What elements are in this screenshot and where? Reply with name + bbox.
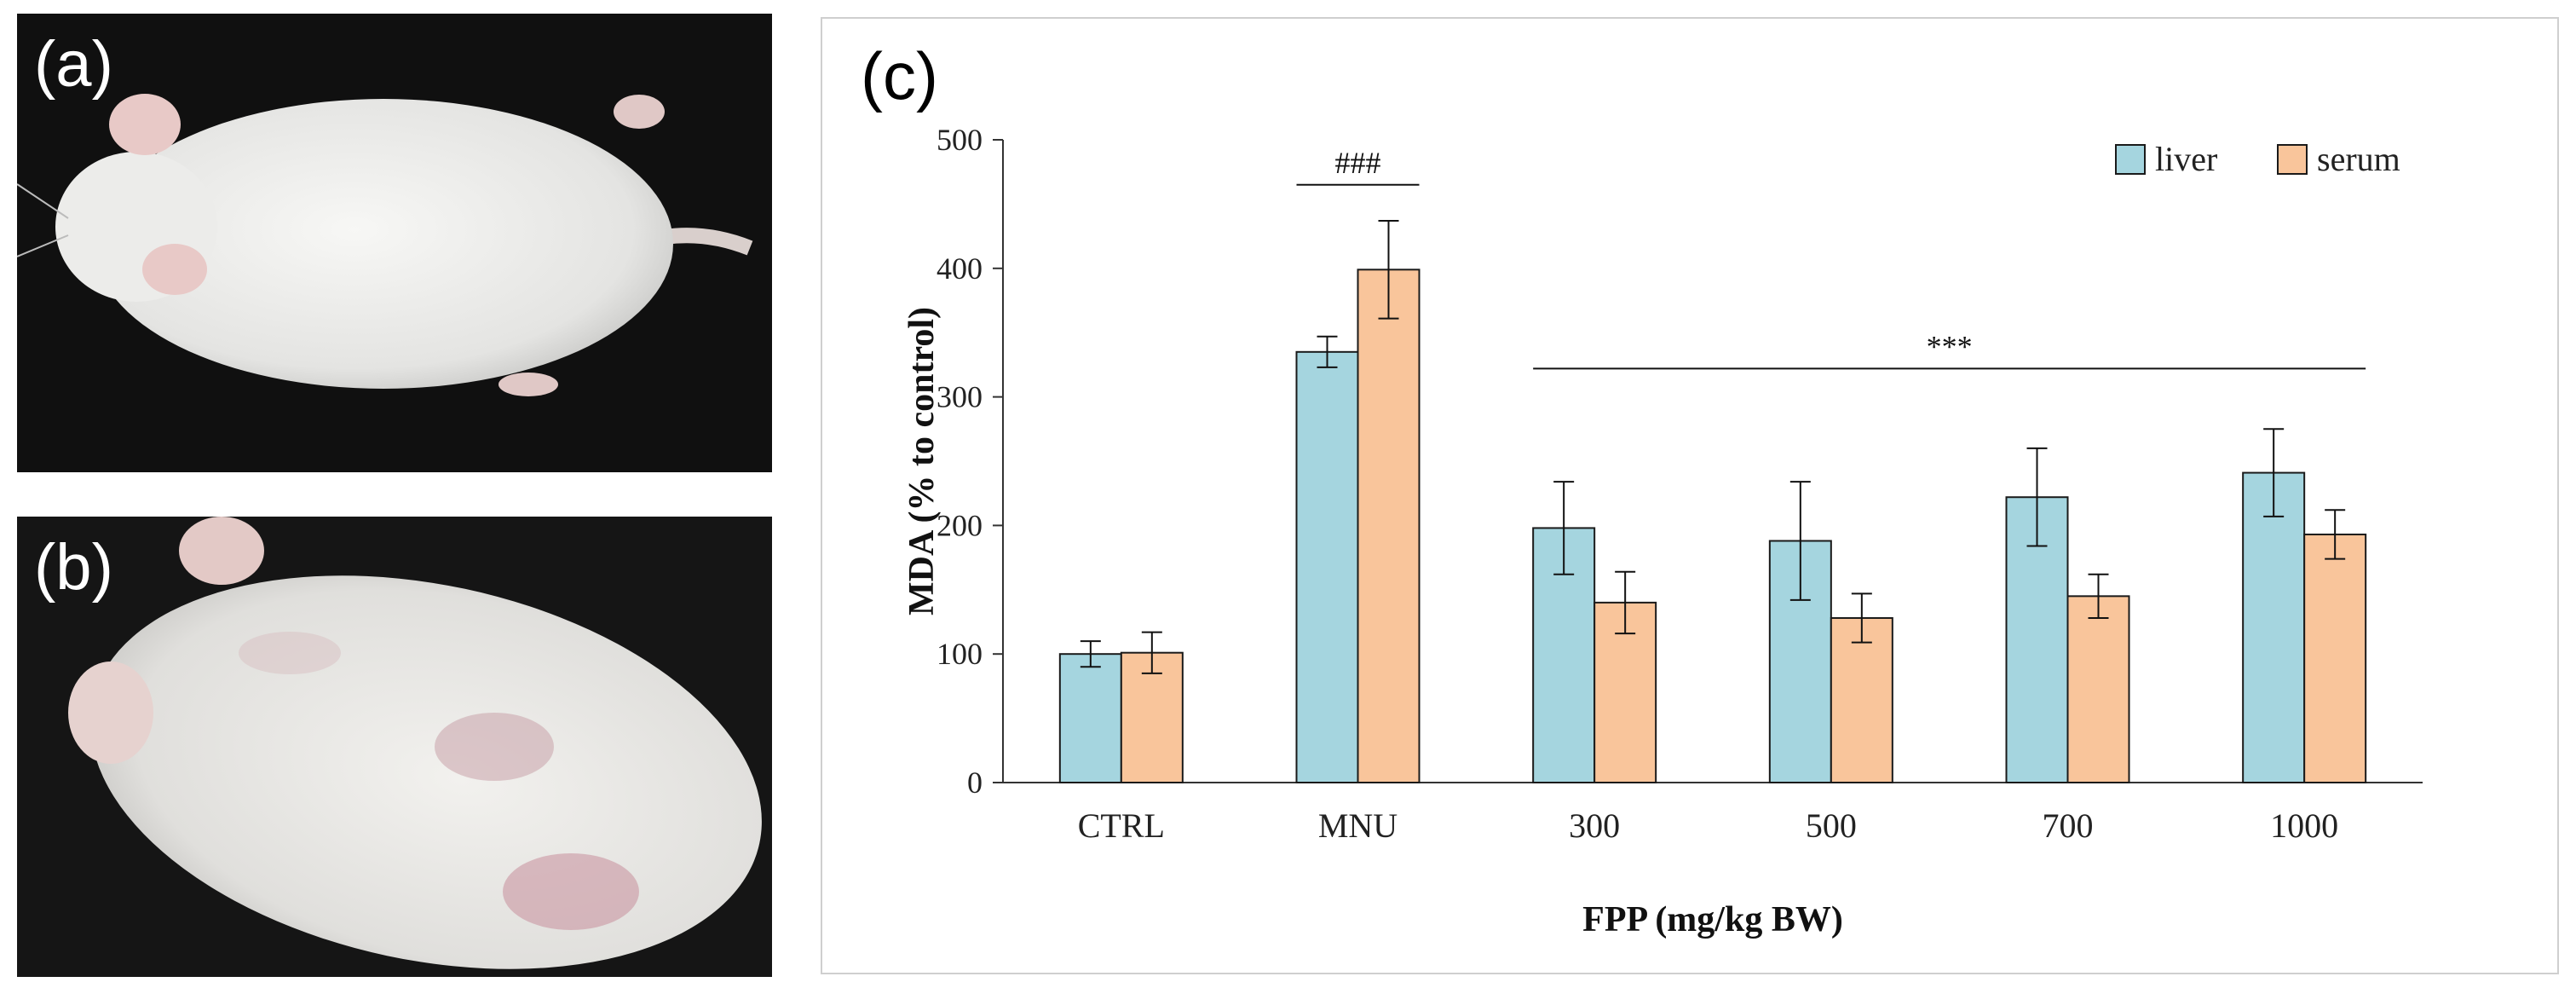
mda-bar-chart: 0 100 200 300 400 500 CTRL MNU 300 500 700 1000 ### *…: [902, 123, 2423, 939]
x-tick-label-500: 500: [1806, 806, 1857, 845]
bar-serum-CTRL: [1120, 651, 1184, 784]
bar-serum-700: [2066, 595, 2130, 784]
y-tick-label: 0: [967, 766, 983, 800]
y-tick-label: 200: [936, 508, 983, 542]
significance-label-0: ###: [1335, 146, 1381, 180]
y-tick-label: 100: [936, 637, 983, 671]
bar-serum-MNU: [1357, 269, 1421, 784]
x-axis-title: FPP (mg/kg BW): [1582, 900, 1843, 939]
x-tick-label-700: 700: [2043, 806, 2094, 845]
panel-label-b: (b): [34, 531, 113, 604]
x-tick-label-CTRL: CTRL: [1078, 806, 1165, 845]
x-tick-label-300: 300: [1569, 806, 1620, 845]
bar-liver-CTRL: [1058, 653, 1122, 784]
bar-serum-1000: [2303, 533, 2367, 783]
x-tick-label-1000: 1000: [2270, 806, 2338, 845]
photo-mouse-lesions: [17, 517, 772, 977]
legend-swatch-serum: [2277, 144, 2308, 175]
significance-label-1: ***: [1927, 329, 1973, 363]
legend-label-liver: liver: [2155, 140, 2217, 178]
y-axis-title: MDA (% to control): [902, 307, 942, 615]
legend-swatch-liver: [2115, 144, 2146, 175]
bar-liver-1000: [2242, 471, 2306, 784]
y-tick-label: 500: [936, 123, 983, 157]
y-tick-label: 300: [936, 380, 983, 414]
panel-label-a: (a): [34, 28, 113, 101]
bar-serum-300: [1593, 601, 1657, 783]
bar-serum-500: [1830, 616, 1893, 784]
panel-label-c: (c): [861, 38, 938, 113]
photo-mouse-healthy: [17, 14, 772, 472]
y-tick-label: 400: [936, 251, 983, 286]
bar-liver-MNU: [1295, 350, 1359, 783]
x-tick-label-MNU: MNU: [1318, 806, 1397, 845]
legend-label-serum: serum: [2317, 140, 2400, 178]
